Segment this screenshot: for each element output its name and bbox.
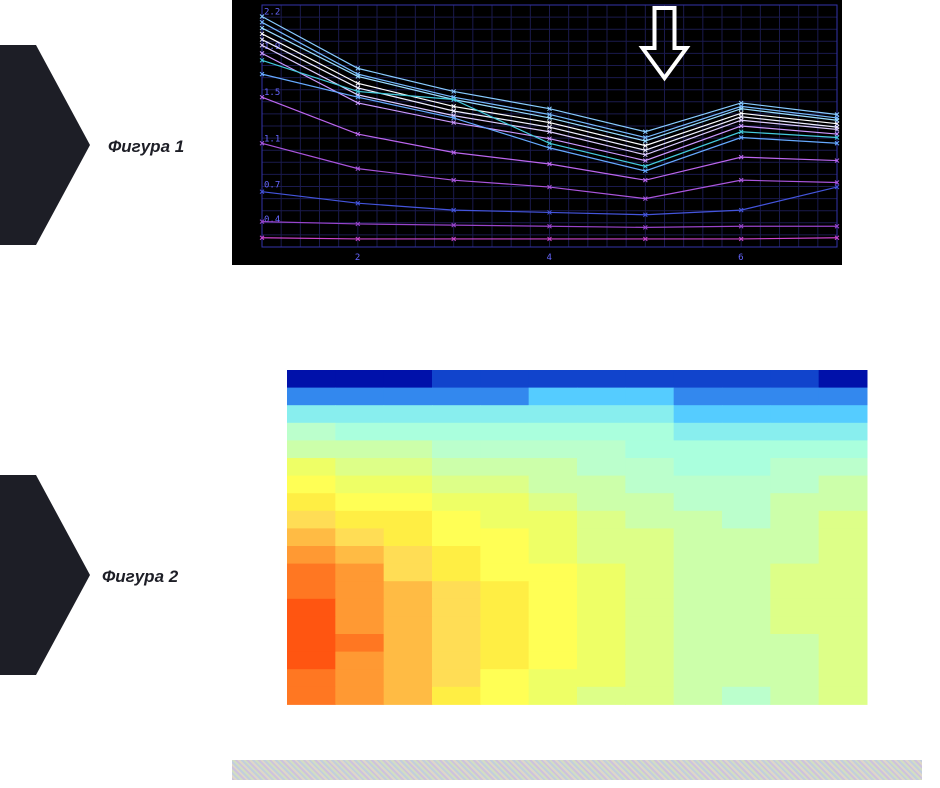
line-chart: 2.21.91.51.10.70.4246 (232, 0, 842, 265)
svg-text:1.5: 1.5 (264, 88, 280, 98)
bg-arrow-1 (0, 45, 90, 245)
line-chart-svg: 2.21.91.51.10.70.4246 (232, 0, 842, 265)
svg-text:1.1: 1.1 (264, 134, 280, 144)
svg-text:2.2: 2.2 (264, 8, 280, 18)
heatmap-svg (232, 350, 922, 730)
svg-text:0.7: 0.7 (264, 180, 280, 190)
noise-strip (232, 760, 922, 780)
bg-arrow-2 (0, 475, 90, 675)
svg-text:2: 2 (355, 253, 360, 263)
svg-text:6: 6 (738, 253, 743, 263)
figure-2-label: Фигура 2 (102, 567, 178, 587)
svg-text:0.4: 0.4 (264, 215, 280, 225)
svg-text:4: 4 (547, 253, 552, 263)
heatmap-chart (232, 350, 922, 730)
figure-1-label: Фигура 1 (108, 137, 184, 157)
